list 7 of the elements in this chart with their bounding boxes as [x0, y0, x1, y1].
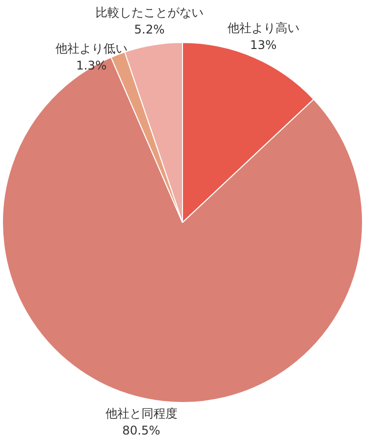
slice-label: 他社より低い	[55, 42, 128, 56]
data-label: 5.2%	[134, 22, 165, 36]
data-label: 80.5%	[122, 424, 160, 438]
slice-label: 他社と同程度	[105, 406, 178, 421]
data-label: 13%	[250, 38, 277, 52]
slice-label: 他社より高い	[227, 20, 300, 35]
slice-label: 比較したことがない	[95, 6, 204, 20]
